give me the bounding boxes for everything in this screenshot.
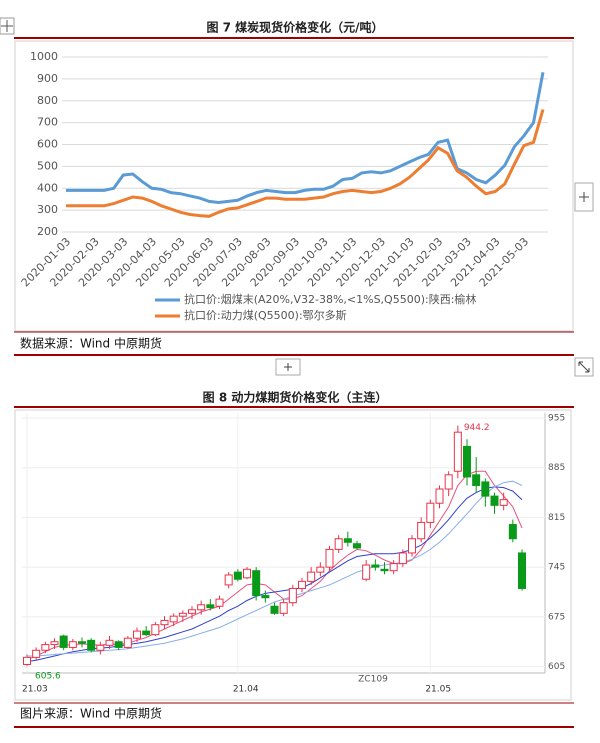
- source: 图片来源：Wind 中原期货: [20, 706, 162, 721]
- candle-body: [78, 641, 86, 644]
- x-tick-label: 21.05: [425, 685, 451, 695]
- candle-body: [87, 639, 96, 651]
- candle-body: [114, 641, 123, 648]
- candle-body: [23, 656, 31, 665]
- candle-body: [188, 609, 196, 614]
- y-tick-label: 885: [548, 463, 565, 473]
- candle-body: [472, 474, 481, 486]
- candle-body: [444, 474, 453, 490]
- y-tick-label: 700: [37, 116, 58, 129]
- candle-body: [224, 574, 233, 586]
- annotation: 944.2: [464, 423, 490, 433]
- candle-body: [298, 580, 306, 589]
- candle-body: [96, 644, 105, 651]
- y-tick-label: 815: [548, 513, 565, 523]
- candle-body: [453, 431, 462, 472]
- candle-body: [435, 488, 444, 504]
- candle-body: [59, 635, 68, 648]
- candle-body: [508, 524, 517, 540]
- candle-body: [463, 445, 471, 478]
- candle-body: [279, 602, 288, 614]
- candle-body: [288, 587, 297, 604]
- candle-body: [197, 604, 206, 611]
- x-tick-label: 21.04: [233, 685, 259, 695]
- y-tick-label: 605: [548, 662, 565, 672]
- add-button[interactable]: [275, 358, 301, 376]
- candle-body: [270, 605, 279, 614]
- line: [66, 109, 545, 218]
- chart-frame: [14, 409, 572, 701]
- x-tick-label: 21.03: [22, 685, 48, 695]
- candle-body: [160, 619, 169, 626]
- y-tick-label: 745: [548, 563, 565, 573]
- candle-body: [417, 521, 426, 540]
- candle-body: [398, 552, 407, 565]
- candle-body: [169, 615, 178, 623]
- candle-body: [133, 630, 141, 639]
- candle-body: [105, 639, 114, 646]
- y-tick-label: 300: [37, 203, 58, 216]
- candle-body: [371, 564, 380, 568]
- candle-body: [426, 502, 435, 523]
- resize-handle[interactable]: [574, 357, 594, 377]
- series-label: ZC109: [358, 675, 388, 685]
- y-tick-label: 200: [37, 225, 58, 238]
- candle-body: [316, 566, 325, 573]
- candle-body: [123, 637, 132, 648]
- move-handle[interactable]: [0, 17, 15, 35]
- candle-body: [68, 641, 77, 648]
- figure-title: 图 8 动力煤期货价格变化（主连）: [203, 390, 388, 405]
- y-tick-label: 675: [548, 612, 565, 622]
- line: [27, 480, 523, 657]
- candle-body: [215, 598, 224, 607]
- y-tick-label: 955: [548, 413, 565, 423]
- y-tick-label: 500: [37, 159, 58, 172]
- source: 数据来源：Wind 中原期货: [20, 336, 162, 351]
- candle-body: [307, 571, 316, 582]
- candle-body: [362, 564, 371, 580]
- add-button[interactable]: [574, 182, 594, 212]
- y-tick-label: 400: [37, 181, 58, 194]
- candle-body: [243, 568, 251, 579]
- y-tick-label: 1000: [30, 50, 58, 63]
- candle-body: [481, 481, 490, 497]
- candle-body: [380, 568, 389, 572]
- chart-frame: [14, 40, 574, 332]
- candle-body: [206, 604, 215, 609]
- candle-body: [408, 538, 416, 554]
- candle-body: [353, 543, 361, 549]
- candle-body: [32, 649, 41, 658]
- y-tick-label: 900: [37, 72, 58, 85]
- legend-label: 抗口价:烟煤末(A20%,V32-38%,<1%S,Q5500):陕西:榆林: [184, 292, 476, 306]
- y-tick-label: 600: [37, 138, 58, 151]
- candle-body: [518, 552, 526, 589]
- y-tick-label: 800: [37, 94, 58, 107]
- candle-body: [325, 548, 334, 568]
- candle-body: [233, 571, 242, 580]
- candle-body: [50, 641, 59, 646]
- legend-label: 抗口价:动力煤(Q5500):鄂尔多斯: [184, 308, 347, 322]
- candle-body: [178, 612, 187, 617]
- candle-body: [490, 495, 499, 506]
- candle-body: [151, 624, 160, 636]
- candle-body: [389, 563, 398, 572]
- candle-body: [334, 538, 343, 550]
- candle-body: [499, 499, 508, 506]
- candle-body: [252, 570, 261, 597]
- figure-title: 图 7 煤炭现货价格变化（元/吨）: [206, 20, 383, 35]
- annotation: 605.6: [35, 672, 61, 682]
- candle-body: [41, 644, 50, 651]
- candle-body: [343, 538, 352, 543]
- candle-body: [142, 630, 151, 636]
- line: [66, 72, 545, 205]
- candle-body: [261, 595, 270, 599]
